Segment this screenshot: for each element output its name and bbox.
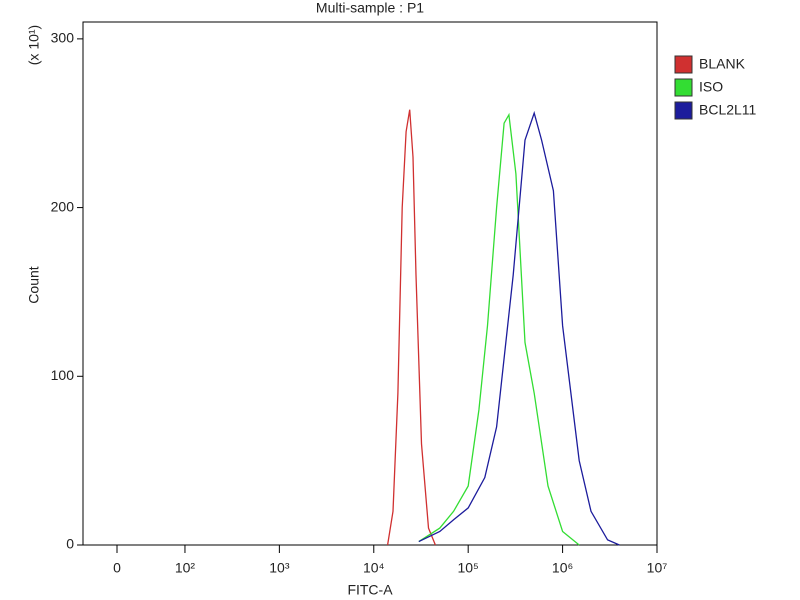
histogram-line	[418, 112, 580, 546]
legend-label: BCL2L11	[699, 102, 757, 118]
legend-swatch	[674, 101, 693, 120]
x-axis-label: FITC-A	[347, 582, 393, 598]
y-tick-label: 200	[51, 198, 75, 214]
legend-label: BLANK	[699, 56, 746, 72]
x-tick-label: 10⁶	[552, 560, 573, 576]
x-tick-label: 10⁵	[457, 560, 478, 576]
histogram-line	[418, 110, 620, 546]
y-tick-label: 100	[51, 367, 75, 383]
x-tick-label: 10³	[269, 560, 290, 576]
x-tick-label: 10²	[175, 560, 196, 576]
x-tick-label: 10⁴	[363, 560, 385, 576]
y-multiplier: (x 10¹)	[26, 25, 42, 65]
chart-title: Multi-sample : P1	[316, 0, 424, 16]
y-tick-label: 300	[51, 30, 75, 46]
y-tick-label: 0	[66, 536, 74, 552]
plot-frame	[82, 21, 658, 546]
x-tick-label: 10⁷	[647, 560, 668, 576]
histogram-line	[386, 109, 437, 546]
legend-swatch	[674, 78, 693, 97]
legend-swatch	[674, 55, 693, 74]
y-axis-label: Count	[26, 266, 42, 303]
legend-label: ISO	[699, 79, 723, 95]
x-tick-label: 0	[113, 560, 121, 576]
